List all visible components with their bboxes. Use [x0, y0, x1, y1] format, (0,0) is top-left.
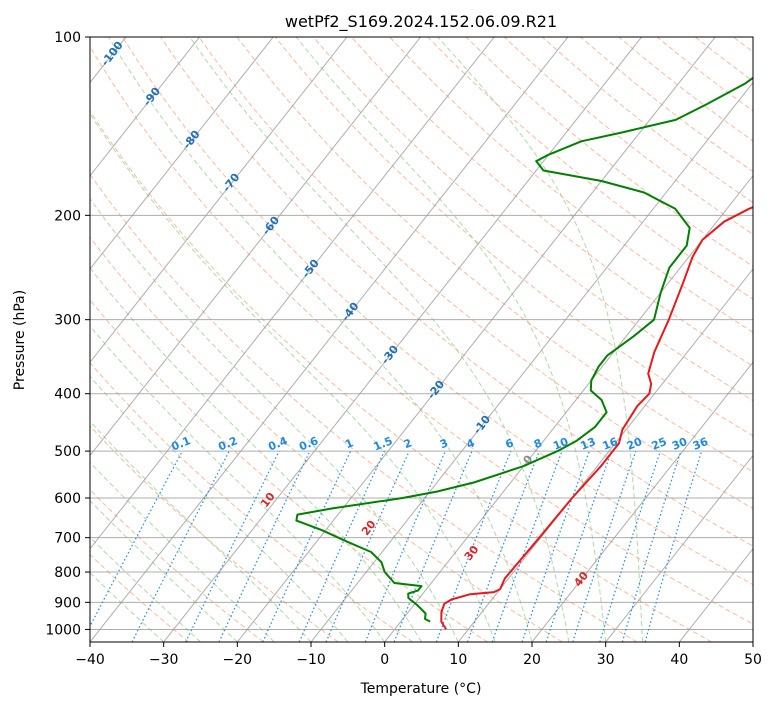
- x-tick-label: 20: [523, 652, 541, 668]
- isobar-gridlines: [90, 37, 753, 630]
- dry-adiabat-line: [90, 489, 264, 642]
- dry-adiabat-line: [90, 173, 638, 642]
- isotherm-line: [90, 37, 422, 457]
- mixing-ratio-line: [572, 450, 637, 642]
- dry-adiabat-line: [90, 362, 414, 642]
- moist-adiabat-line: [90, 197, 459, 642]
- x-axis-ticks: −40 −30 −20 −10 0 10 20 30 40 50: [75, 642, 762, 668]
- isotherm-line: [236, 37, 716, 642]
- dry-adiabat-line: [90, 236, 563, 642]
- mixing-ratio-line: [435, 450, 512, 642]
- isotherm-line: [90, 37, 274, 270]
- moist-adiabat-line: [189, 37, 570, 642]
- mixing-ratio-line: [131, 450, 230, 642]
- chart-title: wetPf2_S169.2024.152.06.09.R21: [285, 12, 557, 32]
- y-tick-label: 300: [54, 313, 81, 329]
- y-tick-label: 400: [54, 387, 81, 403]
- profile-series: [295, 76, 753, 630]
- dry-adiabat-line: [389, 37, 753, 333]
- moist-adiabat-line: [90, 112, 496, 642]
- isotherm-line: [457, 268, 753, 642]
- dry-adiabat-line: [121, 37, 753, 586]
- x-tick-label: −10: [296, 652, 326, 668]
- y-tick-label: 600: [54, 491, 81, 507]
- mixing-ratio-label: 13: [579, 435, 598, 453]
- x-tick-label: 50: [744, 652, 762, 668]
- plot-frame: [89, 36, 754, 643]
- x-tick-label: −20: [223, 652, 253, 668]
- y-tick-label: 800: [54, 565, 81, 581]
- dry-adiabat-line: [90, 45, 753, 625]
- dry-adiabat-line: [427, 37, 753, 300]
- x-tick-label: 0: [380, 652, 389, 668]
- mixing-ratio-line: [90, 450, 183, 628]
- isotherm-line: [90, 37, 201, 177]
- isotherm-line: [605, 454, 753, 642]
- mixing-ratio-label: 2: [402, 436, 414, 451]
- x-tick-label: −40: [75, 652, 105, 668]
- temperature-profile-line: [440, 206, 753, 630]
- mixing-ratio-line: [185, 450, 280, 642]
- mixing-ratio-line: [325, 450, 410, 642]
- x-tick-label: 40: [670, 652, 688, 668]
- dry-adiabat-line: [274, 37, 753, 437]
- mixing-ratio-line: [644, 450, 703, 642]
- mixing-ratio-line: [491, 450, 563, 642]
- mixing-ratio-line: [364, 450, 446, 642]
- isotherm-line: [531, 361, 753, 642]
- mixing-ratio-label: 3: [438, 436, 450, 451]
- moist-adiabat-line: [108, 37, 533, 642]
- y-tick-label: 900: [54, 595, 81, 611]
- mixing-ratio-lines: [90, 450, 703, 642]
- mixing-ratio-label: 10: [551, 435, 570, 453]
- moist-adiabat-line: [437, 37, 643, 642]
- dry-adiabat-line: [198, 37, 753, 510]
- mixing-ratio-label: 25: [650, 435, 669, 453]
- mixing-ratio-line: [466, 450, 540, 642]
- dry-adiabat-line: [90, 299, 488, 642]
- mixing-ratio-line: [521, 450, 590, 642]
- isotherm-line: [90, 37, 348, 364]
- mixing-ratio-line: [599, 450, 661, 642]
- mixing-ratio-label: 1: [343, 436, 355, 451]
- moist-adiabat-line: [90, 375, 349, 642]
- x-tick-label: −30: [149, 652, 179, 668]
- dry-adiabat-line: [90, 425, 339, 642]
- moist-adiabats: [90, 37, 643, 642]
- isotherm-line: [384, 174, 753, 642]
- dewpoint-profile-line: [295, 76, 753, 623]
- isotherm-line: [90, 37, 495, 550]
- mixing-ratio-label: 36: [691, 435, 710, 453]
- x-tick-label: 10: [449, 652, 467, 668]
- mixing-ratio-label: 30: [670, 435, 689, 453]
- y-tick-label: 1000: [45, 622, 81, 638]
- isotherm-line: [310, 81, 753, 642]
- y-axis-ticks: 100 200 300 400 500 600 700 800 900 1000: [45, 30, 90, 638]
- mixing-ratio-line: [621, 450, 682, 642]
- dry-adiabats: [90, 37, 753, 642]
- y-tick-label: 200: [54, 208, 81, 224]
- isotherm-gridlines: [90, 37, 753, 642]
- isotherm-line: [90, 37, 569, 642]
- x-tick-label: 30: [597, 652, 615, 668]
- y-tick-label: 700: [54, 531, 81, 547]
- moist-adiabat-line: [90, 267, 422, 642]
- mixing-ratio-line: [393, 450, 473, 642]
- moist-adiabat-line: [295, 37, 607, 642]
- x-axis-label: Temperature (°C): [360, 681, 482, 697]
- mixing-ratio-line: [298, 450, 385, 642]
- mixing-ratio-label: 20: [625, 435, 644, 453]
- y-tick-label: 500: [54, 444, 81, 460]
- moist-adiabat-line: [90, 461, 275, 642]
- y-tick-label: 100: [54, 30, 81, 46]
- dry-adiabat-line: [90, 553, 190, 642]
- dry-adiabat-line: [313, 37, 753, 402]
- mixing-ratio-line: [545, 450, 613, 642]
- y-axis-label: Pressure (hPa): [12, 290, 28, 390]
- mixing-ratio-label: 8: [532, 436, 544, 451]
- moist-adiabat-line: [90, 325, 386, 642]
- isotherm-line: [163, 37, 643, 642]
